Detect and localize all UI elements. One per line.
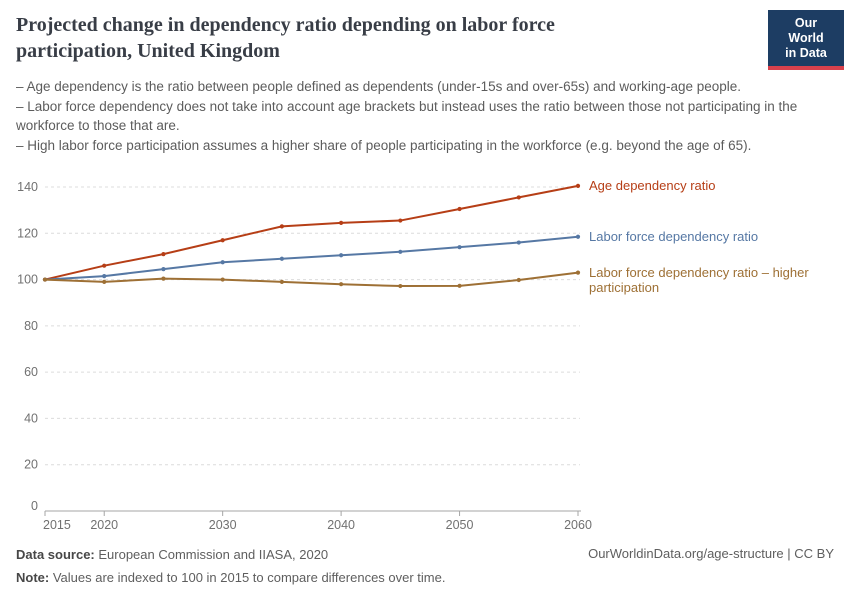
legend-label-age-dependency-ratio: Age dependency ratio — [589, 177, 716, 193]
x-tick-label-2020: 2020 — [90, 518, 118, 532]
series-1-point-2030 — [220, 260, 225, 265]
y-tick-label-0: 0 — [31, 499, 38, 513]
x-tick-label-2040: 2040 — [327, 518, 355, 532]
series-2-point-2030 — [220, 277, 225, 282]
series-1-point-2050 — [457, 245, 462, 250]
y-tick-label-100: 100 — [17, 273, 38, 287]
series-1-point-2045 — [398, 249, 403, 254]
data-source-text: European Commission and IIASA, 2020 — [94, 547, 329, 562]
series-2-point-2035 — [279, 279, 284, 284]
chart-subtitle: – Age dependency is the ratio between pe… — [16, 77, 828, 155]
series-0-point-2025 — [161, 252, 166, 257]
y-tick-label-60: 60 — [24, 365, 38, 379]
owid-logo: Our World in Data — [768, 10, 844, 70]
owid-logo-line1: Our World — [788, 16, 824, 45]
series-2-point-2060 — [575, 270, 581, 275]
series-1-point-2020 — [102, 274, 107, 279]
series-2-point-2055 — [516, 277, 521, 283]
series-2-point-2040 — [339, 282, 344, 287]
owid-credit-link[interactable]: OurWorldinData.org/age-structure | CC BY — [588, 546, 834, 561]
series-line-2 — [44, 271, 579, 288]
series-0-point-2050 — [457, 206, 462, 212]
series-1-point-2040 — [339, 253, 344, 258]
series-2-point-2025 — [161, 276, 166, 281]
chart-footer: Data source: European Commission and IIA… — [16, 546, 576, 592]
series-1-point-2060 — [575, 234, 581, 239]
x-tick-label-2050: 2050 — [446, 518, 474, 532]
note-label: Note: — [16, 570, 50, 585]
series-line-1 — [44, 235, 579, 281]
series-2-point-2050 — [457, 283, 462, 288]
series-1-point-2055 — [516, 240, 521, 245]
series-0-point-2020 — [102, 263, 107, 268]
subtitle-bullet-1: – Age dependency is the ratio between pe… — [16, 79, 742, 94]
series-0-point-2040 — [339, 220, 344, 225]
subtitle-bullet-2: – Labor force dependency does not take i… — [16, 98, 798, 134]
page-title: Projected change in dependency ratio dep… — [16, 14, 555, 62]
series-0-point-2035 — [279, 224, 284, 229]
subtitle-bullet-3: – High labor force participation assumes… — [16, 137, 752, 153]
series-2-point-2015 — [42, 277, 48, 282]
series-2-point-2045 — [398, 283, 403, 289]
legend-label-labor-force-dependency-ratio-higher: Labor force dependency ratio – higher pa… — [589, 264, 809, 295]
series-0-point-2060 — [575, 183, 581, 188]
legend-label-labor-force-dependency-ratio: Labor force dependency ratio — [589, 228, 759, 244]
series-2-point-2020 — [102, 279, 107, 284]
y-tick-label-20: 20 — [24, 458, 38, 472]
x-tick-label-2060: 2060 — [564, 518, 592, 532]
series-0-point-2045 — [398, 218, 403, 223]
series-1-point-2025 — [161, 267, 166, 272]
series-line-0 — [44, 184, 579, 281]
owid-logo-line2: in Data — [785, 46, 827, 60]
y-tick-label-120: 120 — [17, 226, 38, 240]
y-tick-label-140: 140 — [17, 180, 38, 194]
note-text: Values are indexed to 100 in 2015 to com… — [49, 570, 446, 585]
series-0-point-2030 — [220, 238, 225, 243]
y-tick-label-40: 40 — [24, 411, 38, 425]
data-source-label: Data source: — [16, 547, 95, 562]
series-1-point-2035 — [279, 256, 284, 261]
x-tick-label-2030: 2030 — [209, 518, 237, 532]
x-tick-label-2015: 2015 — [43, 518, 71, 532]
y-tick-label-80: 80 — [24, 319, 38, 333]
series-0-point-2055 — [516, 195, 521, 200]
